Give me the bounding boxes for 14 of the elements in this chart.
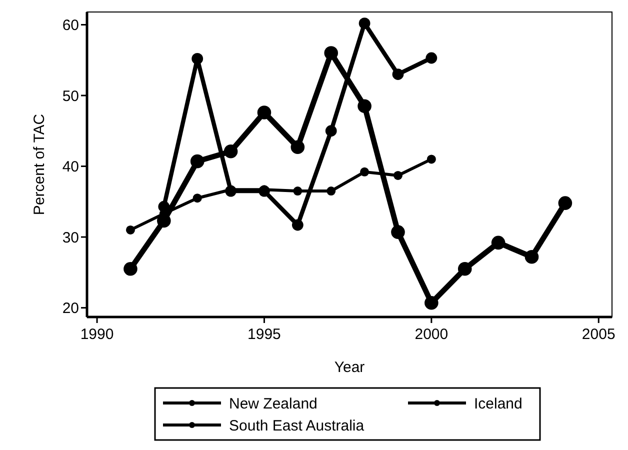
y-tick-label: 40 [62,158,79,176]
x-tick-label: 2000 [414,326,448,343]
legend-label: Iceland [474,395,522,412]
x-tick-label: 1990 [80,326,114,343]
y-tick-label: 50 [62,88,79,105]
legend-label: New Zealand [229,395,318,412]
legend-label: South East Australia [229,417,365,434]
x-axis-title: Year [334,359,365,376]
y-axis-title: Percent of TAC [31,114,48,216]
y-tick-label: 60 [62,16,79,34]
x-tick-label: 1995 [248,326,281,343]
x-tick-label: 2005 [582,326,616,343]
y-tick-label: 20 [62,300,79,318]
y-tick-label: 30 [62,229,79,246]
